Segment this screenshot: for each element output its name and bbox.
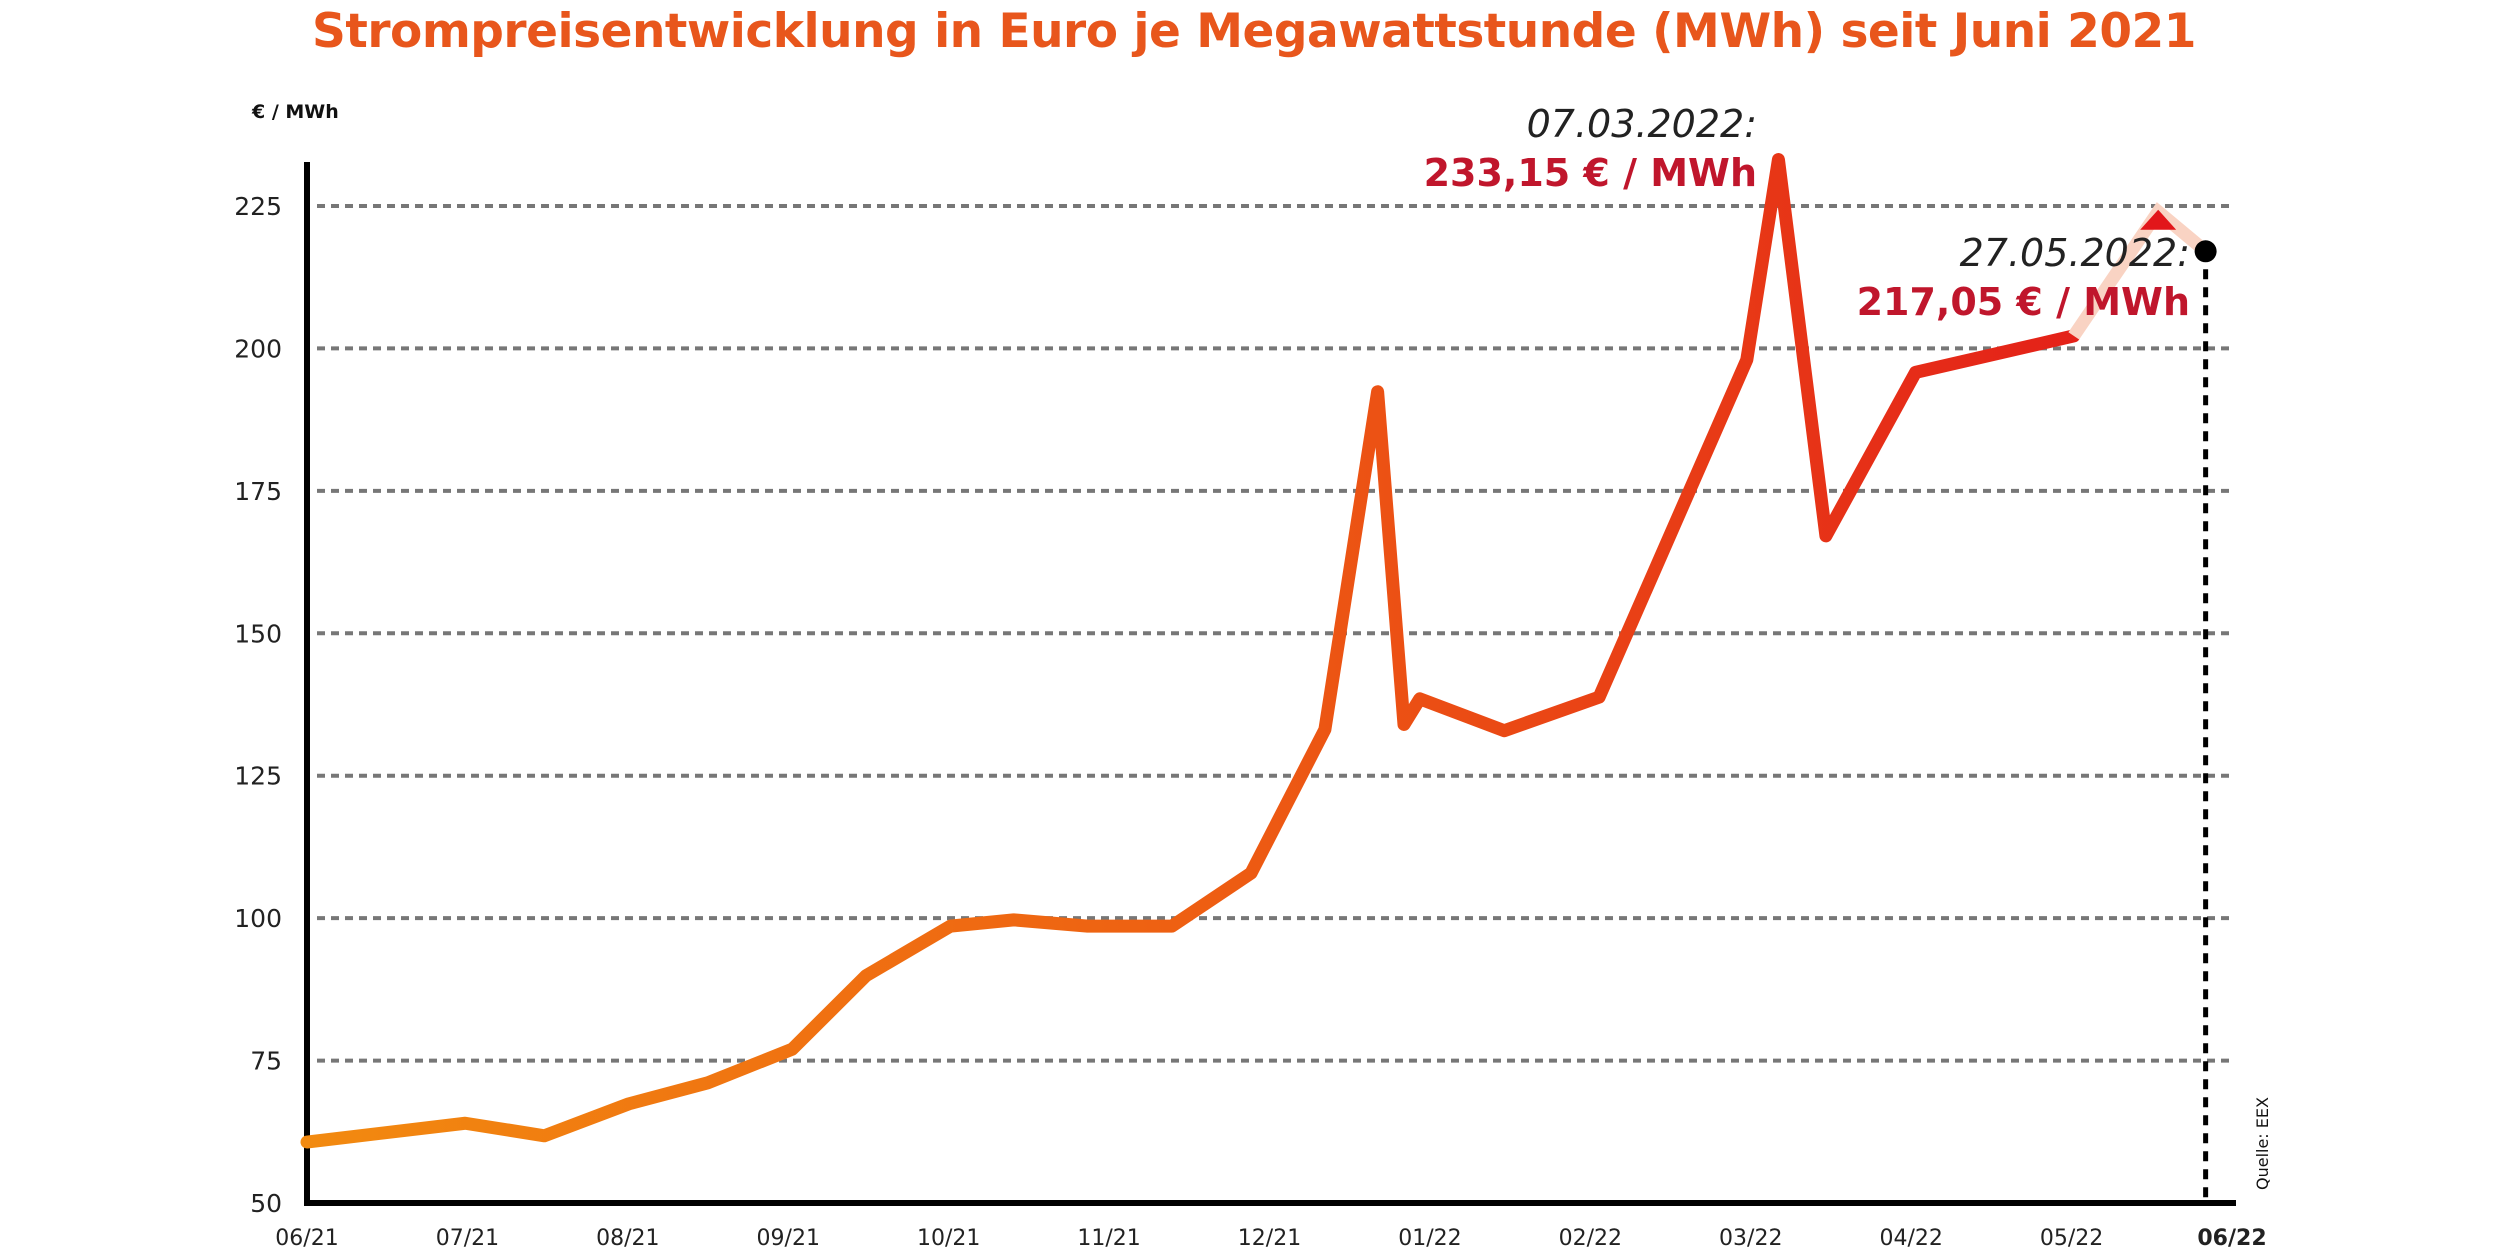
x-tick-label: 06/21 bbox=[275, 1226, 338, 1251]
annotation-value: 217,05 € / MWh bbox=[1857, 280, 2190, 324]
current-point-marker bbox=[2194, 240, 2217, 263]
y-tick-label: 175 bbox=[234, 477, 282, 506]
x-tick-label: 09/21 bbox=[757, 1226, 820, 1251]
y-tick-label: 75 bbox=[250, 1047, 282, 1076]
x-tick-label: 04/22 bbox=[1879, 1226, 1942, 1251]
peak-marker bbox=[2140, 209, 2177, 230]
x-tick-label: 12/21 bbox=[1238, 1226, 1301, 1251]
x-tick-label: 02/22 bbox=[1559, 1226, 1622, 1251]
annotation-value: 233,15 € / MWh bbox=[1424, 151, 1757, 195]
x-tick-label: 08/21 bbox=[596, 1226, 659, 1251]
x-tick-label: 07/21 bbox=[436, 1226, 499, 1251]
y-tick-label: 100 bbox=[234, 904, 282, 933]
x-tick-label: 11/21 bbox=[1077, 1226, 1140, 1251]
x-tick-label: 01/22 bbox=[1398, 1226, 1461, 1251]
x-tick-label: 03/22 bbox=[1719, 1226, 1782, 1251]
y-axis-label: € / MWh bbox=[251, 101, 339, 123]
price-line bbox=[300, 153, 2081, 1149]
y-tick-label: 225 bbox=[234, 192, 282, 221]
x-tick-label: 06/22 bbox=[2197, 1226, 2266, 1251]
x-tick-label: 05/22 bbox=[2040, 1226, 2103, 1251]
y-tick-label: 200 bbox=[234, 334, 282, 363]
y-tick-label: 50 bbox=[250, 1189, 282, 1218]
y-tick-label: 150 bbox=[234, 619, 282, 648]
source-label: Quelle: EEX bbox=[2253, 1097, 2272, 1190]
annotation-date: 27.05.2022: bbox=[1960, 231, 2190, 275]
annotation-date: 07.03.2022: bbox=[1527, 102, 1757, 146]
x-tick-label: 10/21 bbox=[917, 1226, 980, 1251]
chart-title: Strompreisentwicklung in Euro je Megawat… bbox=[312, 4, 2196, 59]
y-tick-label: 125 bbox=[234, 762, 282, 791]
